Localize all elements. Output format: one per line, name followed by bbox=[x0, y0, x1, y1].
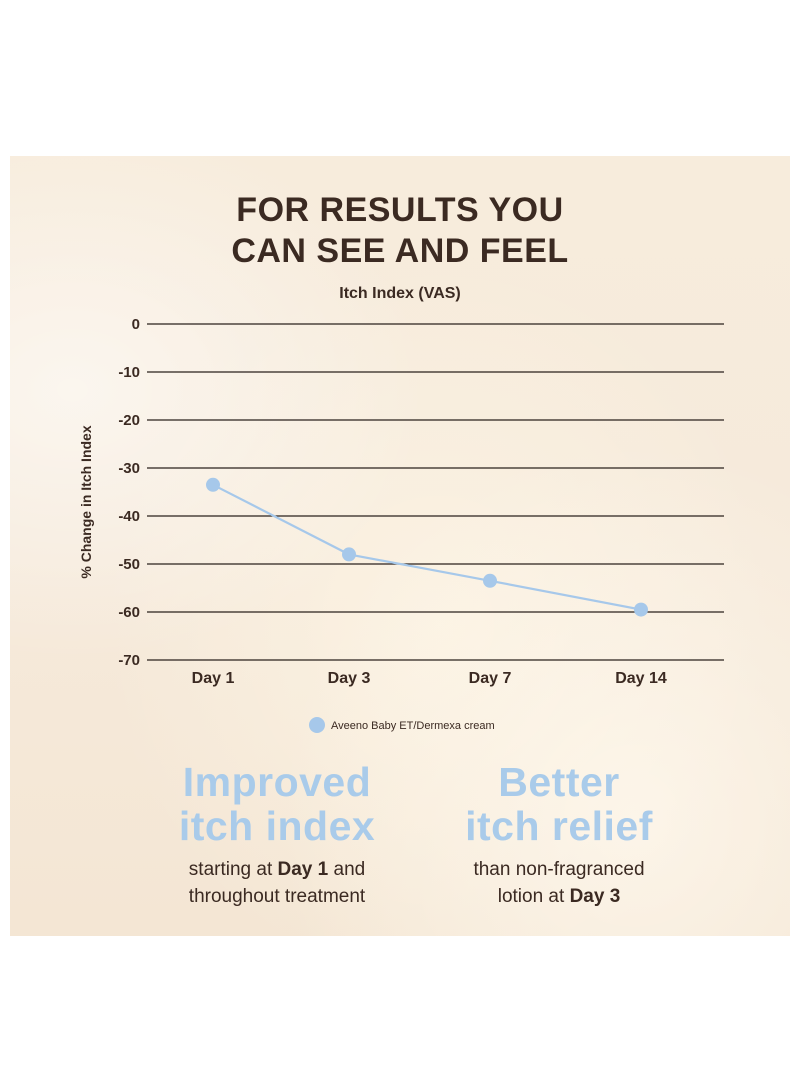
x-tick-label: Day 3 bbox=[328, 670, 371, 687]
legend-label: Aveeno Baby ET/Dermexa cream bbox=[331, 720, 495, 732]
claim-improved-itch-index: Improved itch index starting at Day 1 an… bbox=[127, 760, 427, 910]
y-tick-label: -60 bbox=[118, 604, 140, 621]
grid-lines bbox=[147, 323, 724, 661]
claim-1-line-1-post: and bbox=[328, 859, 366, 880]
data-point bbox=[634, 602, 648, 617]
claim-2-line-2: lotion at Day 3 bbox=[409, 883, 709, 910]
claim-2-line-1: than non-fragranced bbox=[473, 859, 645, 880]
y-tick-label: -40 bbox=[118, 508, 140, 525]
claim-1-line-2: throughout treatment bbox=[188, 886, 366, 907]
claim-better-itch-relief: Better itch relief than non-fragranced l… bbox=[409, 760, 709, 910]
x-tick-label: Day 7 bbox=[469, 670, 512, 687]
claim-1-line-1: starting at Day 1 and bbox=[127, 856, 427, 883]
claim-2-headline-line-1: Better bbox=[498, 759, 620, 805]
data-point bbox=[206, 477, 220, 492]
x-tick-label: Day 1 bbox=[192, 670, 235, 687]
y-tick-labels: 0 -10 -20 -30 -40 -50 -60 -70 bbox=[118, 316, 140, 669]
claim-1-line-1-bold: Day 1 bbox=[277, 859, 329, 880]
claim-1-headline: Improved itch index bbox=[127, 760, 427, 848]
headline: FOR RESULTS YOU CAN SEE AND FEEL bbox=[0, 190, 800, 272]
legend-marker bbox=[309, 717, 325, 733]
claim-1-headline-line-1: Improved bbox=[182, 759, 372, 805]
y-tick-label: -70 bbox=[118, 652, 140, 669]
claim-2-headline-line-2: itch relief bbox=[465, 803, 653, 849]
claim-2-line-2-bold: Day 3 bbox=[569, 886, 621, 907]
claim-2-headline: Better itch relief bbox=[409, 760, 709, 848]
y-tick-label: 0 bbox=[132, 316, 140, 333]
claim-1-line-1-pre: starting at bbox=[188, 859, 278, 880]
y-tick-label: -50 bbox=[118, 556, 140, 573]
series-line bbox=[212, 483, 642, 611]
y-tick-label: -10 bbox=[118, 364, 140, 381]
legend: Aveeno Baby ET/Dermexa cream bbox=[309, 717, 495, 733]
claim-2-description: than non-fragranced lotion at Day 3 bbox=[409, 856, 709, 910]
claim-1-headline-line-2: itch index bbox=[178, 803, 376, 849]
series-layer bbox=[206, 477, 648, 617]
y-tick-label: -20 bbox=[118, 412, 140, 429]
data-point bbox=[483, 573, 497, 588]
claim-2-line-2-pre: lotion at bbox=[497, 886, 570, 907]
headline-line-2: CAN SEE AND FEEL bbox=[231, 232, 569, 270]
background-panel bbox=[10, 156, 790, 936]
claim-1-description: starting at Day 1 and throughout treatme… bbox=[127, 856, 427, 910]
x-tick-labels: Day 1 Day 3 Day 7 Day 14 bbox=[192, 670, 667, 687]
chart-title: Itch Index (VAS) bbox=[339, 285, 461, 302]
data-point bbox=[342, 547, 356, 562]
y-tick-label: -30 bbox=[118, 460, 140, 477]
itch-index-chart: Itch Index (VAS) % Change in Itch Index … bbox=[78, 285, 724, 733]
headline-line-1: FOR RESULTS YOU bbox=[236, 191, 564, 229]
y-axis-label: % Change in Itch Index bbox=[78, 425, 94, 578]
x-tick-label: Day 14 bbox=[615, 670, 667, 687]
